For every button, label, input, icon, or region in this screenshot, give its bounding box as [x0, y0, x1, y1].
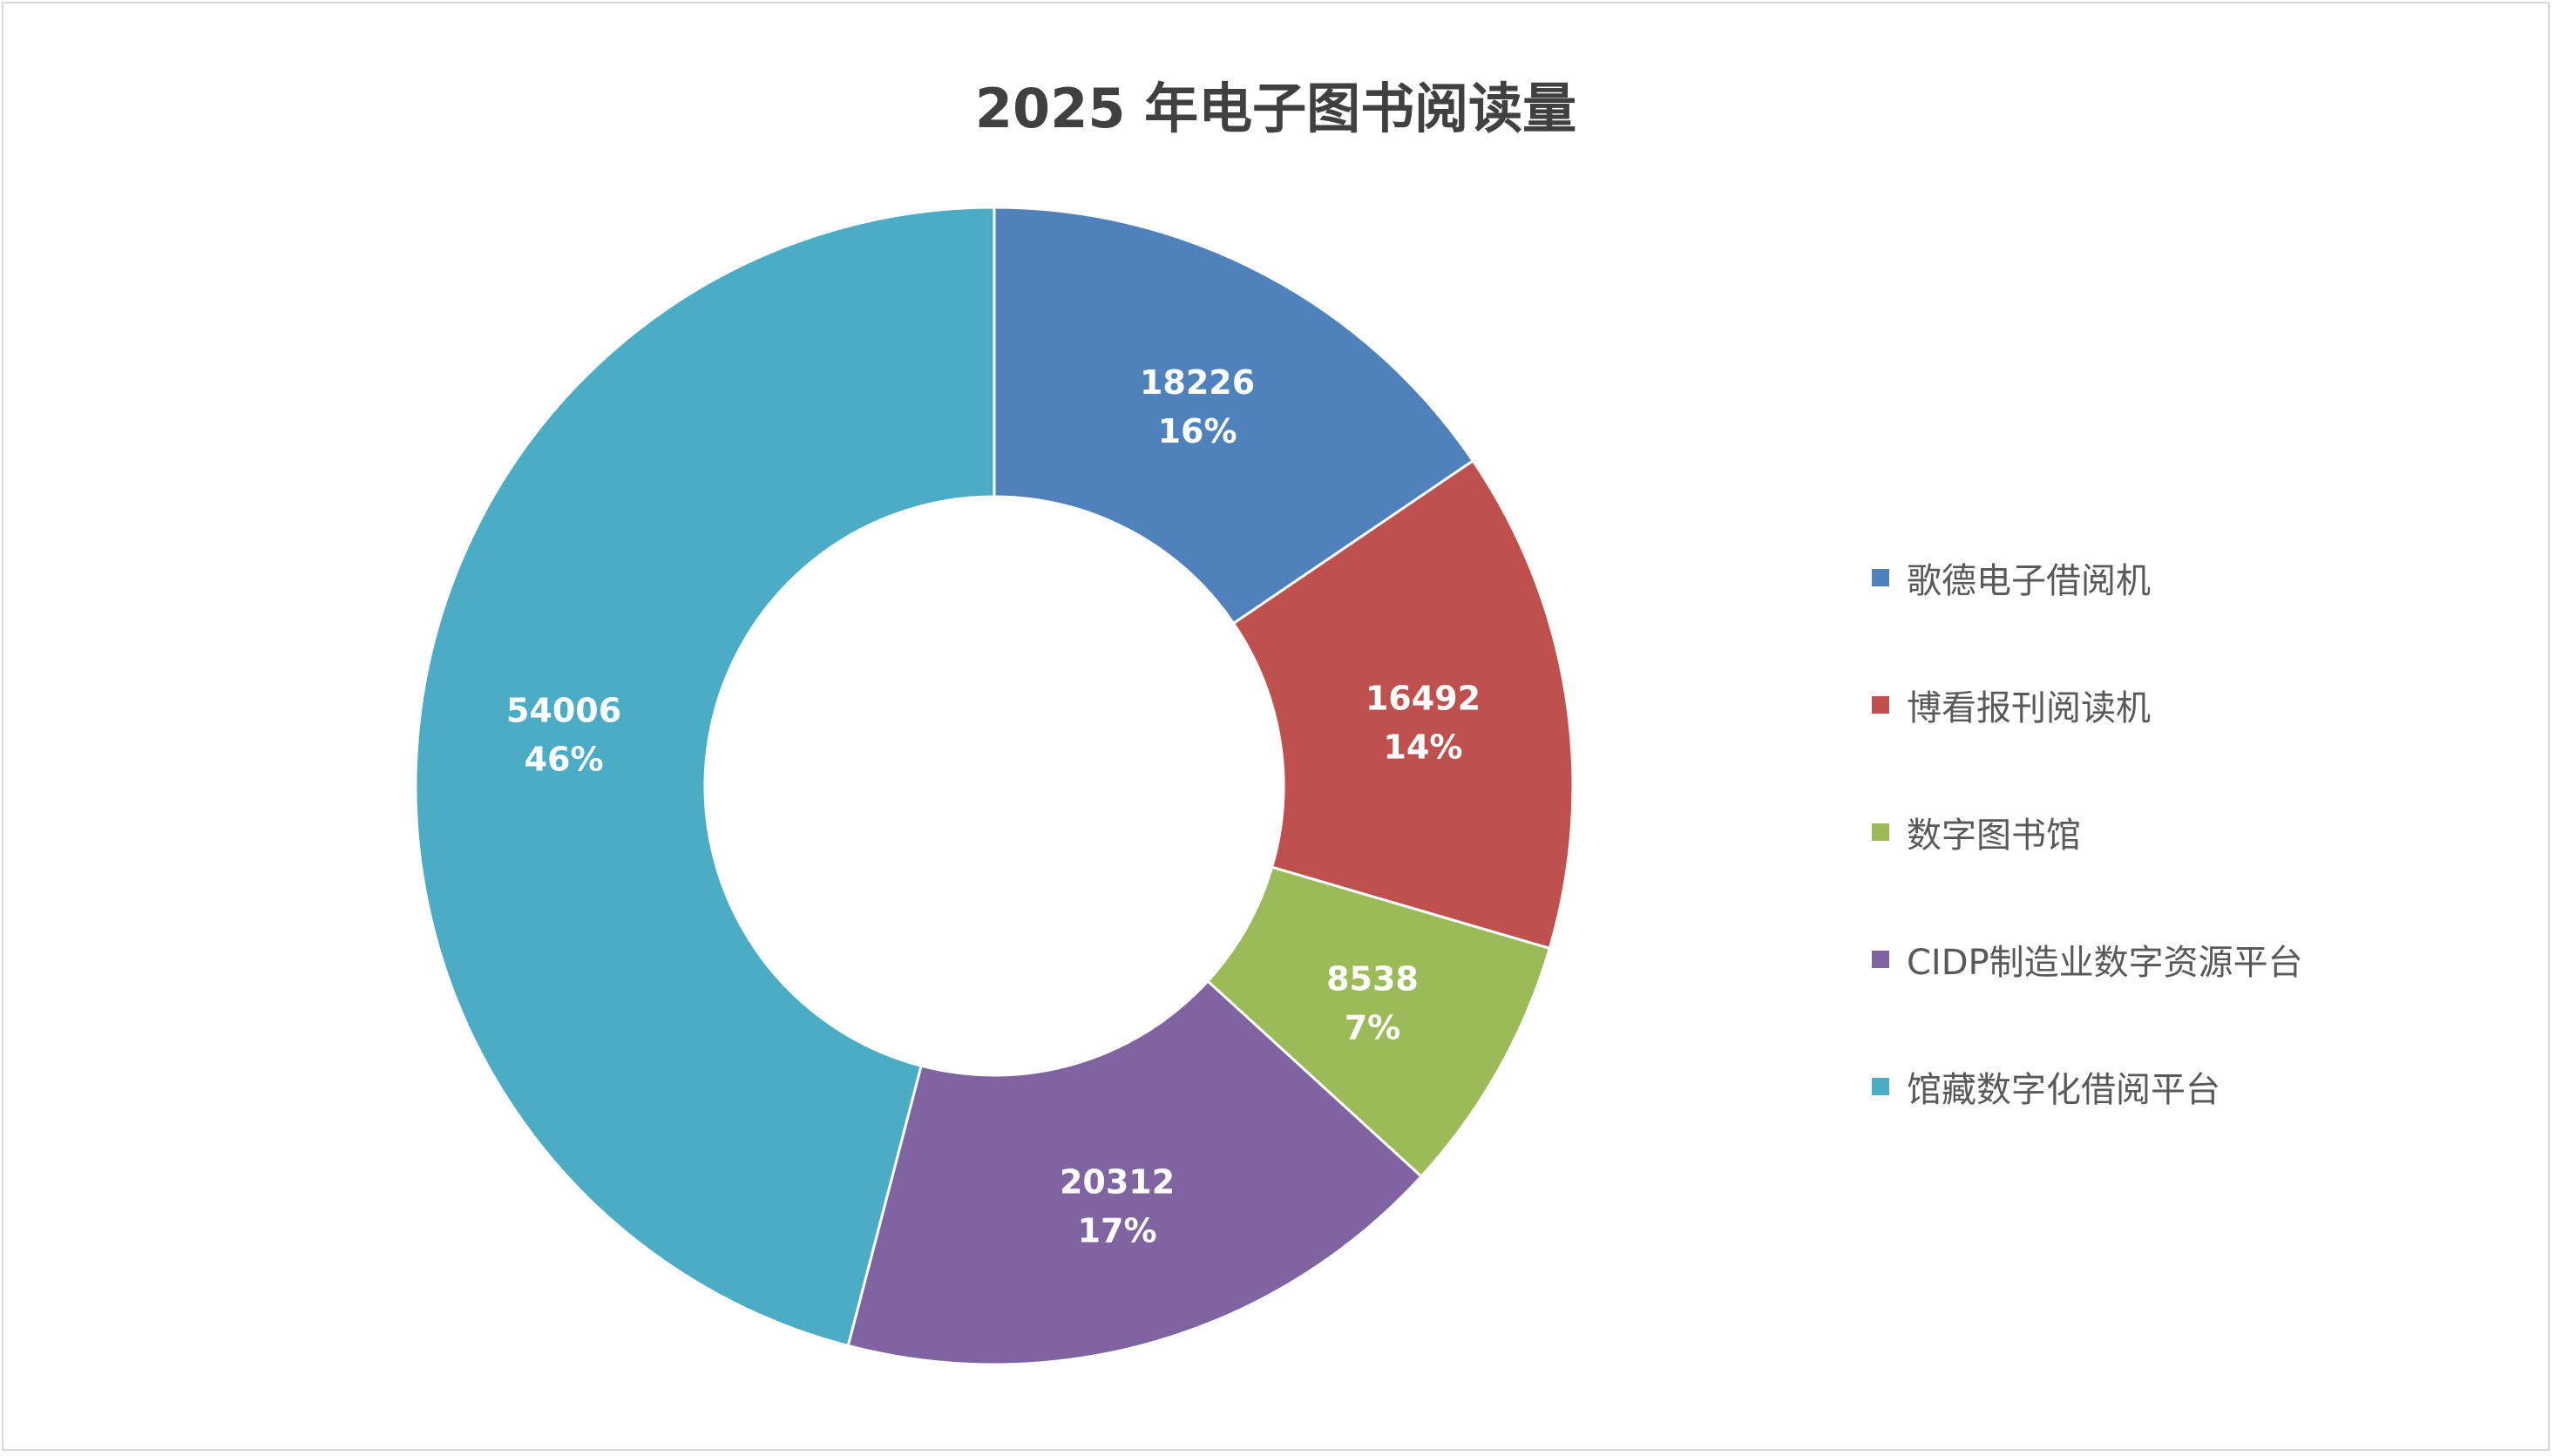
slice-percent-label-1: 16% — [1158, 412, 1237, 450]
slice-percent-label-2: 14% — [1383, 728, 1462, 767]
donut-slice-4 — [846, 979, 1424, 1366]
legend-label: 数字图书馆 — [1907, 816, 2081, 856]
legend-item-3: 数字图书馆 — [1872, 769, 2534, 896]
donut-slices — [414, 206, 1575, 1366]
slice-percent-label-5: 46% — [525, 741, 604, 779]
legend-item-5: 馆藏数字化借阅平台 — [1872, 1023, 2534, 1150]
legend-label: CIDP制造业数字资源平台 — [1907, 943, 2303, 983]
slice-percent-label-3: 7% — [1345, 1008, 1401, 1046]
slice-percent-label-4: 17% — [1078, 1212, 1157, 1250]
donut-slice-1 — [993, 206, 1475, 626]
legend-label: 博看报刊阅读机 — [1907, 688, 2151, 728]
legend-swatch — [1872, 951, 1889, 968]
slice-value-label-4: 20312 — [1060, 1163, 1175, 1202]
chart-title: 2025 年电子图书阅读量 — [974, 77, 1577, 140]
slice-value-label-5: 54006 — [506, 692, 621, 730]
slice-value-label-3: 8538 — [1326, 959, 1419, 998]
legend-swatch — [1872, 569, 1889, 586]
donut-slice-3 — [1205, 865, 1552, 1179]
chart-legend: 歌德电子借阅机 博看报刊阅读机 数字图书馆 CIDP制造业数字资源平台 馆藏数字化借阅平… — [1872, 514, 2534, 1150]
legend-label: 歌德电子借阅机 — [1907, 561, 2151, 601]
donut-slice-2 — [1231, 458, 1575, 951]
legend-item-4: CIDP制造业数字资源平台 — [1872, 896, 2534, 1023]
legend-item-1: 歌德电子借阅机 — [1872, 514, 2534, 641]
legend-swatch — [1872, 1078, 1889, 1095]
donut-data-labels: 18226 16% 16492 14% 8538 7% 20312 17% 54006 46% — [506, 363, 1481, 1250]
slice-value-label-1: 18226 — [1140, 363, 1255, 402]
legend-item-2: 博看报刊阅读机 — [1872, 641, 2534, 769]
legend-swatch — [1872, 696, 1889, 714]
donut-slice-5 — [414, 206, 996, 1348]
slice-value-label-2: 16492 — [1366, 680, 1481, 718]
legend-label: 馆藏数字化借阅平台 — [1907, 1070, 2220, 1110]
legend-swatch — [1872, 823, 1889, 841]
